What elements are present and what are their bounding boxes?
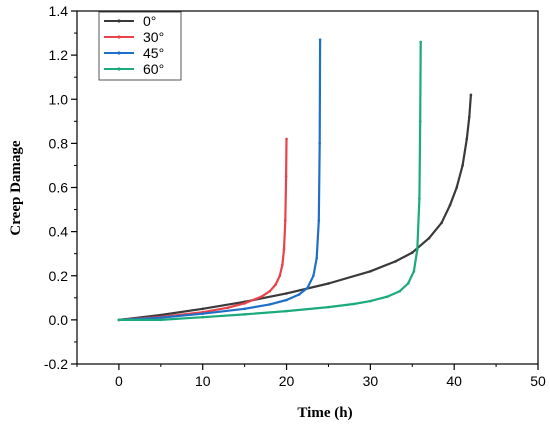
legend-label: 30°	[143, 29, 164, 45]
data-point	[427, 236, 431, 240]
y-tick-label: -0.2	[44, 356, 68, 372]
data-point	[297, 293, 301, 296]
legend-item: 30°	[104, 29, 164, 45]
y-tick-label: 0.6	[49, 180, 69, 196]
data-point	[327, 282, 330, 285]
y-tick-label: 0.4	[49, 224, 69, 240]
x-axis-title: Time (h)	[297, 405, 352, 421]
data-point	[410, 251, 414, 254]
data-point	[469, 93, 473, 97]
y-tick-label: 0.2	[49, 268, 69, 284]
data-point	[369, 270, 372, 273]
data-point	[243, 307, 246, 311]
data-point	[283, 219, 287, 222]
data-point	[406, 282, 410, 285]
data-point	[284, 175, 288, 178]
data-point	[201, 312, 205, 315]
y-axis-title: Creep Damage	[8, 140, 24, 235]
y-tick-label: 0.8	[49, 135, 69, 151]
data-point	[285, 292, 288, 295]
data-point	[327, 305, 330, 309]
data-point	[117, 318, 121, 322]
data-point	[285, 137, 288, 141]
data-point	[278, 274, 282, 278]
data-point	[394, 260, 397, 263]
legend: 0°30°45°60°	[98, 11, 182, 81]
data-point	[385, 295, 389, 299]
series-line	[118, 41, 422, 321]
series-60°	[117, 40, 422, 322]
data-point	[201, 315, 205, 319]
legend-item: 60°	[104, 61, 164, 77]
legend-marker	[117, 67, 121, 71]
series-30°	[117, 137, 288, 322]
series-45°	[117, 38, 322, 322]
legend-box	[98, 11, 182, 81]
series-line	[118, 138, 288, 321]
x-tick-label: 30	[363, 373, 379, 389]
legend-label: 0°	[143, 13, 156, 29]
data-point	[159, 318, 163, 322]
data-point	[268, 289, 272, 293]
data-point	[260, 295, 263, 299]
legend-marker	[117, 51, 121, 55]
legend-label: 45°	[143, 45, 164, 61]
data-point	[312, 274, 315, 278]
series-0°	[117, 93, 473, 322]
data-point	[461, 164, 464, 167]
data-point	[369, 299, 372, 303]
x-tick-label: 40	[446, 373, 462, 389]
axes-group: 0 10 20 30 40 50 -0.2 0.0 0.2 0.4 0.6 0.8 1.0 1.2 1.4	[44, 3, 546, 389]
data-point	[352, 302, 355, 306]
data-point	[318, 142, 321, 145]
data-point	[455, 186, 458, 189]
legend-label: 60°	[143, 61, 164, 77]
data-point	[201, 307, 205, 311]
data-point	[448, 203, 452, 207]
data-point	[306, 286, 309, 290]
data-point	[274, 283, 277, 286]
data-point	[419, 40, 422, 44]
y-tick-label: 0.0	[49, 312, 69, 328]
x-tick-label: 50	[530, 373, 546, 389]
data-point	[268, 303, 272, 306]
data-point	[243, 302, 246, 305]
data-point	[440, 221, 443, 225]
series-line	[118, 39, 322, 321]
legend-item: 45°	[104, 45, 164, 61]
x-tick-label: 0	[115, 373, 123, 389]
legend-item: 0°	[104, 13, 156, 29]
data-point	[281, 263, 284, 267]
legend-marker	[117, 35, 121, 39]
x-tick-label: 10	[195, 373, 211, 389]
data-point	[285, 298, 288, 302]
data-point	[315, 256, 319, 260]
y-tick-label: 1.2	[49, 47, 69, 63]
plot-area	[117, 38, 473, 322]
y-tick-label: 1.0	[49, 91, 69, 107]
data-point	[285, 309, 288, 313]
data-point	[418, 120, 422, 123]
data-point	[412, 270, 416, 273]
data-point	[418, 197, 421, 200]
data-point	[398, 289, 402, 293]
data-point	[159, 316, 163, 319]
y-tick-label: 1.4	[49, 3, 69, 19]
legend-marker	[117, 19, 121, 23]
data-point	[226, 306, 230, 310]
data-point	[243, 313, 246, 316]
x-tick-label: 20	[279, 373, 295, 389]
data-point	[465, 137, 469, 141]
data-point	[467, 115, 471, 119]
data-point	[317, 219, 321, 222]
data-point	[282, 247, 286, 251]
data-point	[416, 247, 419, 251]
data-point	[159, 313, 163, 317]
data-point	[318, 38, 322, 41]
